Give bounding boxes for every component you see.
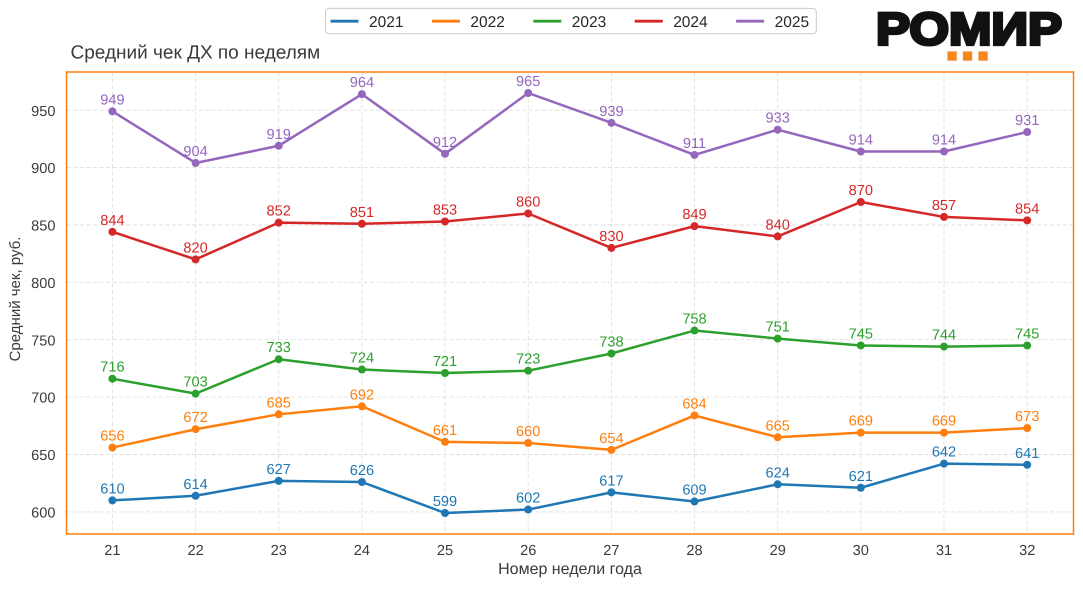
svg-text:724: 724 [350,351,374,367]
svg-text:2024: 2024 [673,14,708,31]
svg-text:641: 641 [1015,446,1039,462]
svg-text:721: 721 [433,354,457,370]
svg-text:665: 665 [766,418,790,434]
svg-text:852: 852 [267,204,291,220]
svg-text:2022: 2022 [470,14,504,31]
svg-text:849: 849 [682,207,706,223]
svg-text:610: 610 [100,481,124,497]
svg-text:745: 745 [1015,326,1039,342]
svg-text:716: 716 [100,360,124,376]
svg-text:РОМИР: РОМИР [876,4,1062,55]
svg-text:609: 609 [682,483,706,499]
svg-text:840: 840 [766,217,790,233]
svg-text:830: 830 [599,229,623,245]
svg-text:21: 21 [104,543,120,559]
svg-text:700: 700 [31,391,55,407]
svg-text:660: 660 [516,424,540,440]
svg-text:2025: 2025 [775,14,809,31]
svg-text:650: 650 [31,448,55,464]
svg-text:614: 614 [183,477,207,493]
svg-text:2021: 2021 [369,14,403,31]
svg-text:656: 656 [100,429,124,445]
svg-text:914: 914 [849,133,873,149]
svg-text:28: 28 [686,543,702,559]
svg-text:27: 27 [603,543,619,559]
svg-text:22: 22 [187,543,203,559]
svg-text:621: 621 [849,469,873,485]
svg-text:Номер недели года: Номер недели года [498,561,642,578]
svg-text:758: 758 [682,312,706,328]
svg-text:627: 627 [267,462,291,478]
svg-text:854: 854 [1015,201,1039,217]
svg-text:669: 669 [932,414,956,430]
svg-text:661: 661 [433,423,457,439]
svg-text:751: 751 [766,320,790,336]
svg-text:599: 599 [433,494,457,510]
svg-text:911: 911 [683,136,706,152]
svg-text:642: 642 [932,445,956,461]
svg-text:857: 857 [932,198,956,214]
svg-text:870: 870 [849,183,873,199]
svg-text:602: 602 [516,491,540,507]
svg-text:939: 939 [599,104,623,120]
svg-text:745: 745 [849,326,873,342]
svg-text:624: 624 [766,465,790,481]
svg-text:723: 723 [516,352,540,368]
svg-text:654: 654 [599,431,623,447]
svg-text:750: 750 [31,333,55,349]
svg-text:851: 851 [350,205,374,221]
svg-text:31: 31 [936,543,952,559]
svg-text:Средний чек ДХ по неделям: Средний чек ДХ по неделям [71,43,321,64]
svg-text:2023: 2023 [572,14,606,31]
svg-text:931: 931 [1015,113,1039,129]
svg-text:850: 850 [31,219,55,235]
svg-text:933: 933 [766,111,790,127]
svg-text:32: 32 [1019,543,1035,559]
svg-text:672: 672 [183,410,207,426]
svg-text:900: 900 [31,161,55,177]
svg-text:703: 703 [183,375,207,391]
svg-text:684: 684 [682,396,706,412]
svg-text:904: 904 [183,144,207,160]
svg-text:26: 26 [520,543,536,559]
svg-text:733: 733 [267,340,291,356]
svg-text:912: 912 [433,135,457,151]
svg-text:744: 744 [932,328,956,344]
svg-text:692: 692 [350,387,374,403]
svg-text:626: 626 [350,463,374,479]
svg-text:738: 738 [599,334,623,350]
svg-text:950: 950 [31,104,55,120]
svg-text:30: 30 [853,543,869,559]
svg-text:685: 685 [267,395,291,411]
svg-text:25: 25 [437,543,453,559]
svg-text:914: 914 [932,133,956,149]
svg-text:844: 844 [100,213,124,229]
svg-text:600: 600 [31,506,55,522]
svg-text:820: 820 [183,240,207,256]
svg-text:949: 949 [100,92,124,108]
svg-text:800: 800 [31,276,55,292]
svg-text:23: 23 [271,543,287,559]
svg-text:919: 919 [267,127,291,143]
svg-text:669: 669 [849,414,873,430]
svg-text:24: 24 [354,543,370,559]
svg-text:965: 965 [516,74,540,90]
svg-text:673: 673 [1015,409,1039,425]
svg-text:Средний чек, руб.: Средний чек, руб. [7,237,24,362]
svg-text:853: 853 [433,203,457,219]
svg-text:617: 617 [599,473,623,489]
svg-text:860: 860 [516,194,540,210]
svg-text:964: 964 [350,75,374,91]
svg-text:29: 29 [770,543,786,559]
